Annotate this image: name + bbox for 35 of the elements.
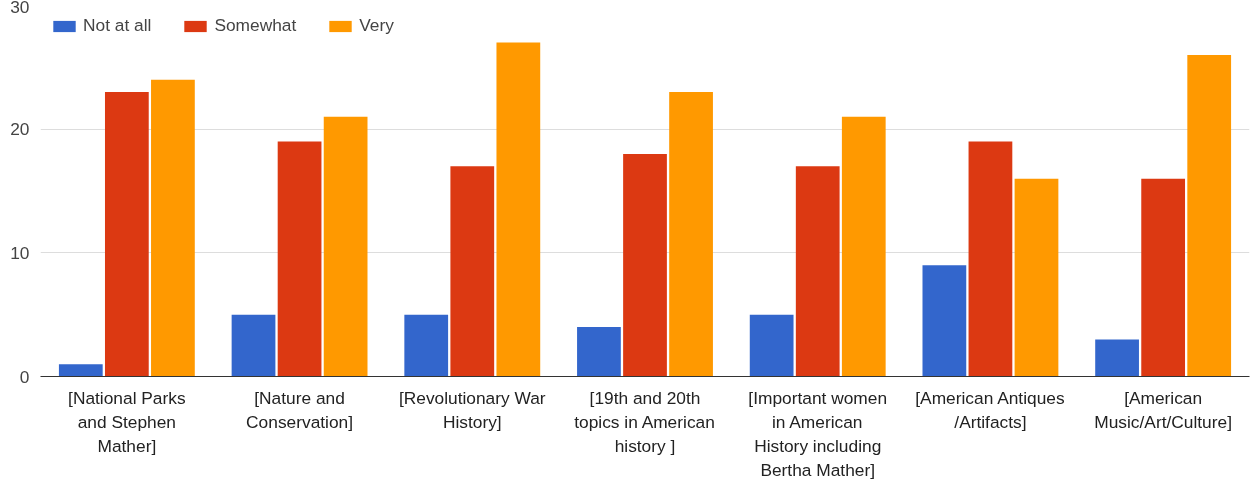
bar bbox=[795, 166, 840, 377]
legend-label: Very bbox=[359, 15, 394, 36]
bar bbox=[1014, 178, 1059, 377]
x-tick-label: [American Music/Art/Culture] bbox=[1094, 387, 1232, 432]
bar bbox=[968, 141, 1013, 377]
y-tick-label: 10 bbox=[10, 242, 30, 263]
bar bbox=[496, 42, 541, 377]
bar bbox=[58, 364, 103, 377]
x-tick-label: [Important women in American History including Bertha Mather] bbox=[748, 387, 888, 480]
x-tick-label: [Nature and Conservation] bbox=[246, 387, 354, 432]
bar bbox=[323, 116, 368, 377]
legend-label: Somewhat bbox=[214, 15, 297, 36]
bar bbox=[1187, 54, 1232, 377]
bar bbox=[623, 153, 667, 377]
bar bbox=[577, 327, 621, 377]
bar bbox=[277, 141, 322, 377]
y-tick-label: 20 bbox=[10, 119, 30, 140]
bar bbox=[841, 116, 886, 377]
bar bbox=[1141, 178, 1186, 377]
x-tick-label: [National Parks and Stephen Mather] bbox=[68, 387, 186, 456]
y-tick-label: 0 bbox=[19, 366, 30, 387]
bar bbox=[404, 314, 449, 377]
legend-label: Not at all bbox=[83, 15, 152, 36]
x-tick-label: [19th and 20th topics in American history ] bbox=[574, 387, 715, 456]
bar bbox=[151, 79, 195, 377]
bar bbox=[669, 92, 713, 377]
bar bbox=[1095, 339, 1139, 377]
x-tick-label: [Revolutionary War History] bbox=[398, 387, 546, 432]
bar bbox=[922, 265, 967, 377]
bar bbox=[104, 92, 149, 377]
y-tick-label: 30 bbox=[10, 0, 30, 17]
bar bbox=[231, 314, 276, 377]
bar bbox=[749, 314, 794, 377]
bar bbox=[450, 166, 495, 377]
x-tick-label: [American Antiques/Artifacts] bbox=[915, 387, 1065, 432]
